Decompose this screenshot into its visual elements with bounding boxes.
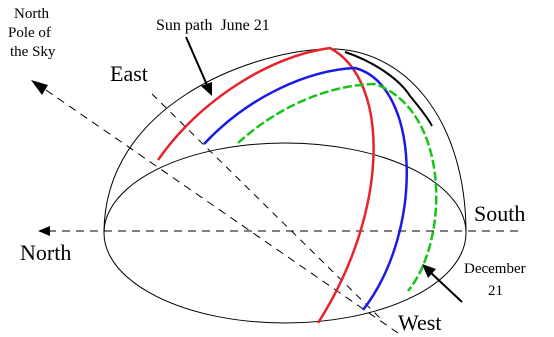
- equinox-sun-path: [203, 66, 408, 311]
- north-pole-label: North Pole of the Sky: [8, 6, 56, 60]
- west-label: West: [398, 310, 441, 335]
- horizon-ellipse: [103, 142, 467, 324]
- north-label: North: [20, 240, 71, 265]
- june-pointer-arrowhead-icon: [201, 82, 212, 96]
- polar-axis: [45, 89, 399, 334]
- december-pointer-arrowhead-icon: [422, 264, 436, 278]
- east-label: East: [110, 61, 148, 86]
- sky-dome-outline: [103, 48, 467, 234]
- dome-top-ridge: [344, 51, 433, 127]
- december-label: December 21: [464, 261, 529, 299]
- june-pointer-line: [185, 36, 208, 86]
- december-pointer-line: [429, 271, 463, 303]
- december-sun-path: [237, 82, 438, 292]
- sun-path-june-label: Sun path June 21: [156, 17, 270, 34]
- june-sun-path: [156, 46, 375, 324]
- north-arrowhead-icon: [38, 226, 50, 236]
- north-pole-arrowhead-icon: [31, 80, 48, 95]
- south-label: South: [474, 201, 525, 226]
